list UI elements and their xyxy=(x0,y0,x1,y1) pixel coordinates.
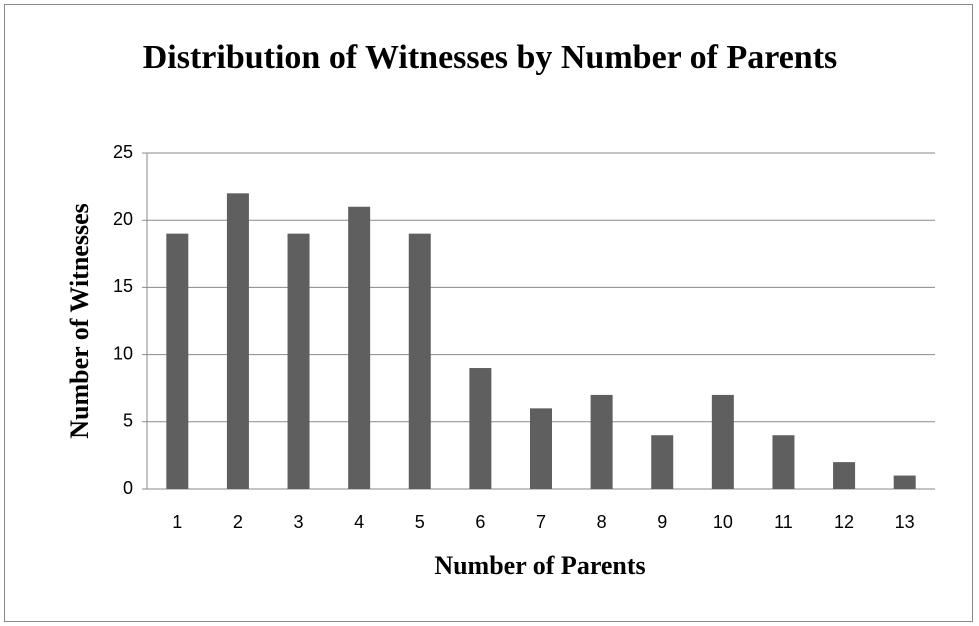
x-tick-label: 11 xyxy=(774,512,793,532)
x-tick-label: 10 xyxy=(713,512,733,532)
x-tick-label: 2 xyxy=(233,512,243,532)
y-axis-title: Number of Witnesses xyxy=(65,203,94,438)
bar xyxy=(893,475,916,489)
bar xyxy=(469,368,492,489)
chart-border xyxy=(4,4,973,622)
x-tick-label: 5 xyxy=(415,512,425,532)
y-tick-label: 15 xyxy=(113,276,133,296)
bar xyxy=(287,233,310,489)
bar xyxy=(833,462,856,489)
x-tick-label: 8 xyxy=(597,512,607,532)
chart-title: Distribution of Witnesses by Number of P… xyxy=(142,39,838,76)
x-tick-label: 12 xyxy=(834,512,854,532)
x-tick-label: 9 xyxy=(657,512,667,532)
x-tick-label: 7 xyxy=(536,512,546,532)
y-tick-label: 5 xyxy=(123,411,133,431)
x-tick-label: 3 xyxy=(294,512,304,532)
x-tick-label: 6 xyxy=(475,512,485,532)
bar xyxy=(530,408,552,489)
bar xyxy=(590,394,613,489)
bar xyxy=(166,233,189,489)
y-tick-label: 25 xyxy=(113,142,133,162)
y-tick-label: 20 xyxy=(113,209,133,229)
bar xyxy=(408,233,431,489)
bar xyxy=(772,435,795,489)
bar xyxy=(651,435,674,489)
bar xyxy=(711,394,734,489)
y-tick-label: 10 xyxy=(113,343,133,363)
bar xyxy=(348,206,371,489)
bar xyxy=(226,193,249,489)
x-tick-label: 1 xyxy=(172,512,182,532)
x-tick-label: 13 xyxy=(895,512,915,532)
y-tick-label: 0 xyxy=(123,478,133,498)
x-tick-label: 4 xyxy=(354,512,364,532)
x-axis-title: Number of Parents xyxy=(434,551,645,580)
